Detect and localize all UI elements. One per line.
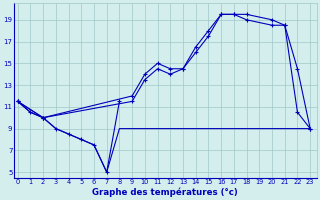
X-axis label: Graphe des températures (°c): Graphe des températures (°c) [92, 187, 238, 197]
